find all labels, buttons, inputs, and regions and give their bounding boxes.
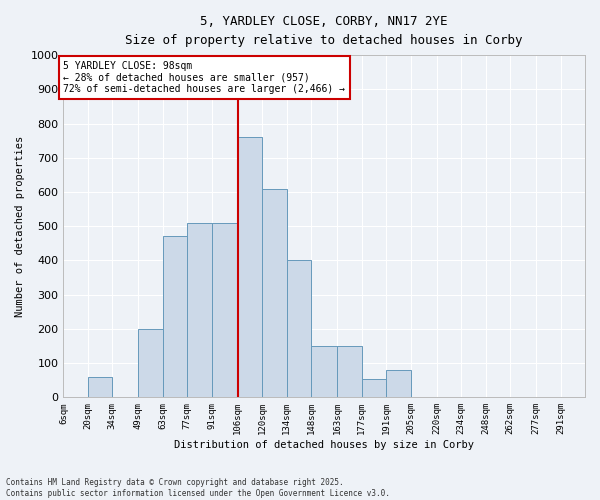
Bar [386, 370, 410, 398]
Bar [187, 223, 212, 398]
Bar [139, 329, 163, 398]
Text: 5 YARDLEY CLOSE: 98sqm
← 28% of detached houses are smaller (957)
72% of semi-de: 5 YARDLEY CLOSE: 98sqm ← 28% of detached… [64, 61, 346, 94]
Bar [287, 260, 311, 398]
Title: 5, YARDLEY CLOSE, CORBY, NN17 2YE
Size of property relative to detached houses i: 5, YARDLEY CLOSE, CORBY, NN17 2YE Size o… [125, 15, 523, 47]
Bar [262, 188, 287, 398]
Y-axis label: Number of detached properties: Number of detached properties [15, 136, 25, 317]
X-axis label: Distribution of detached houses by size in Corby: Distribution of detached houses by size … [174, 440, 474, 450]
Bar [311, 346, 337, 398]
Bar [163, 236, 187, 398]
Text: Contains HM Land Registry data © Crown copyright and database right 2025.
Contai: Contains HM Land Registry data © Crown c… [6, 478, 390, 498]
Bar [337, 346, 362, 398]
Bar [238, 137, 262, 398]
Bar [88, 377, 112, 398]
Bar [212, 223, 238, 398]
Bar [362, 378, 386, 398]
